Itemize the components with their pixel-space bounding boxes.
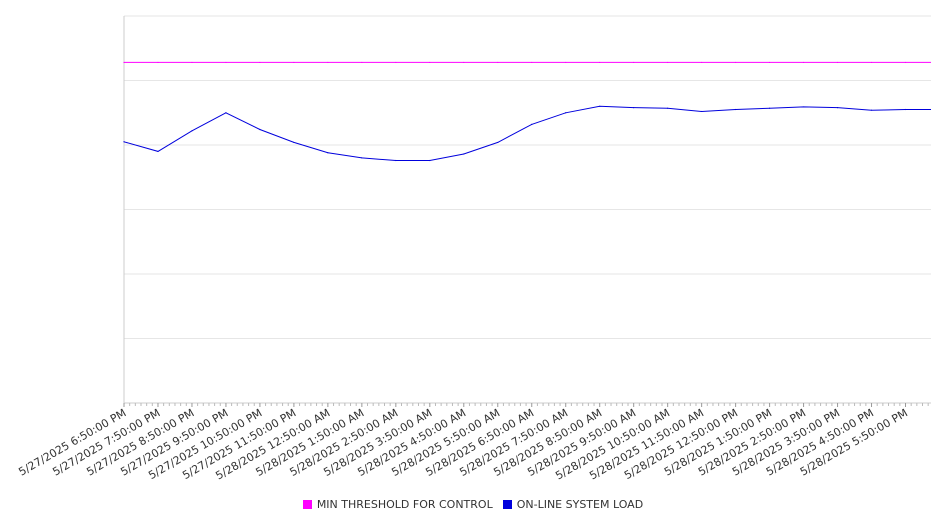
- series-1-point-15: [633, 106, 635, 109]
- series-1-point-11: [497, 141, 499, 144]
- series-1-point-7: [361, 157, 363, 159]
- series-0-point-14: [599, 61, 601, 64]
- legend-swatch-threshold: [302, 500, 312, 509]
- series-1-point-19: [769, 107, 771, 109]
- series-1-point-21: [836, 106, 839, 109]
- series-1-point-4: [259, 128, 261, 131]
- series-0-point-3: [225, 61, 227, 64]
- series-1-point-5: [293, 141, 295, 144]
- x-axis-ticks: 5/27/2025 6:50:00 PM5/27/2025 7:50:00 PM…: [16, 403, 929, 483]
- series-1-point-14: [599, 105, 601, 107]
- series-1-point-1: [157, 150, 159, 153]
- series-1-point-17: [701, 110, 703, 113]
- series-1-point-0: [123, 141, 125, 143]
- series-0-point-13: [565, 61, 567, 64]
- series-0-point-8: [395, 61, 397, 64]
- series-0-point-12: [531, 61, 533, 64]
- series-1-point-23: [904, 108, 907, 111]
- series-1-point-9: [429, 159, 431, 162]
- legend-item-load[interactable]: ON-LINE SYSTEM LOAD: [502, 498, 644, 511]
- series-0-point-9: [429, 61, 431, 64]
- series-0-point-19: [769, 61, 771, 64]
- series-0-point-22: [870, 61, 873, 64]
- series-0-point-11: [497, 61, 499, 64]
- series-0-point-20: [802, 61, 805, 64]
- series-0-point-2: [191, 61, 193, 64]
- series-1-point-16: [667, 107, 669, 109]
- legend-label-threshold: MIN THRESHOLD FOR CONTROL: [316, 498, 493, 511]
- series-0-point-6: [327, 61, 329, 64]
- series-0: [123, 61, 931, 64]
- legend-item-threshold[interactable]: MIN THRESHOLD FOR CONTROL: [302, 498, 493, 511]
- series-1-point-20: [802, 106, 805, 108]
- axes: [123, 16, 931, 404]
- series-0-point-17: [701, 61, 703, 64]
- series-0-point-21: [836, 61, 839, 64]
- series-0-point-23: [904, 61, 907, 64]
- series-1-point-22: [870, 109, 873, 111]
- series-1-point-8: [395, 159, 397, 162]
- legend-swatch-load: [502, 500, 512, 509]
- series-1-point-13: [565, 112, 567, 114]
- series-0-point-1: [157, 61, 159, 64]
- series-0-point-4: [259, 61, 261, 64]
- series-0-point-7: [361, 61, 363, 64]
- series-0-point-0: [123, 61, 125, 64]
- series-0-point-10: [463, 61, 465, 64]
- series-1: [123, 105, 931, 162]
- series-line-1: [123, 105, 931, 161]
- series-1-point-3: [225, 112, 227, 114]
- series-0-point-15: [633, 61, 635, 64]
- series-1-point-2: [191, 130, 193, 132]
- series-1-point-10: [463, 153, 465, 155]
- series-1-point-12: [531, 123, 533, 125]
- legend-label-load: ON-LINE SYSTEM LOAD: [516, 498, 644, 511]
- legend: MIN THRESHOLD FOR CONTROL ON-LINE SYSTEM…: [0, 498, 946, 511]
- series-layer: [123, 61, 931, 162]
- series-1-point-6: [327, 152, 329, 154]
- series-1-point-18: [735, 108, 737, 111]
- grid-lines: [124, 15, 931, 404]
- series-0-point-18: [735, 61, 737, 64]
- series-0-point-16: [667, 61, 669, 64]
- series-0-point-5: [293, 61, 295, 64]
